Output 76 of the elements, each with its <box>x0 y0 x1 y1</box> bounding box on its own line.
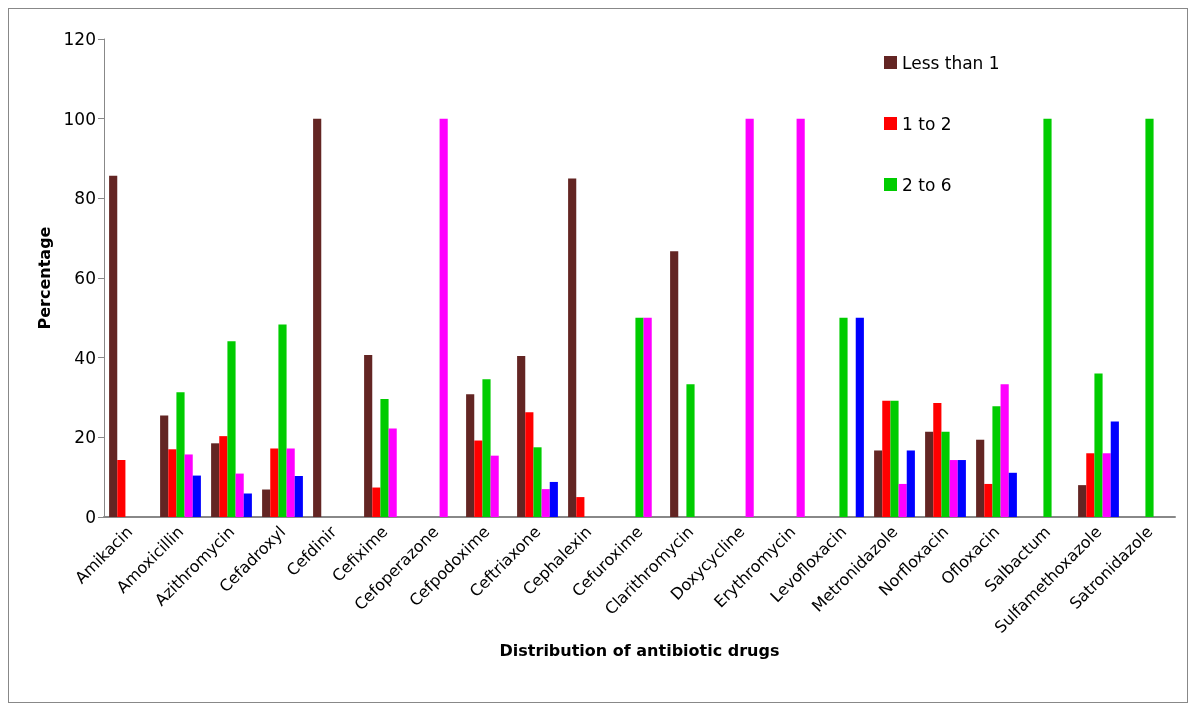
bar <box>517 356 526 517</box>
bar <box>839 317 848 517</box>
y-axis-title: Percentage <box>35 226 55 330</box>
bar <box>1086 453 1095 517</box>
bar <box>976 439 985 517</box>
bar <box>949 460 958 517</box>
bar <box>168 449 177 517</box>
bar <box>643 317 652 517</box>
bar <box>1094 373 1103 517</box>
bar <box>490 455 499 517</box>
bar <box>1145 118 1154 517</box>
bar <box>262 489 271 517</box>
bar <box>176 392 185 517</box>
bar <box>941 431 950 517</box>
y-tick-label: 40 <box>74 347 96 368</box>
bar <box>372 487 381 517</box>
bar <box>874 450 883 517</box>
bar <box>117 460 126 517</box>
bar <box>533 447 542 517</box>
bar <box>576 497 585 517</box>
bar <box>313 118 322 517</box>
bar <box>219 436 228 517</box>
y-tick-label: 100 <box>63 108 96 129</box>
bar <box>211 443 220 517</box>
bar <box>294 475 303 517</box>
bar <box>855 317 864 517</box>
bar <box>686 384 695 517</box>
bar <box>184 454 193 517</box>
y-tick-label: 120 <box>63 29 96 49</box>
bar <box>568 178 577 517</box>
bar <box>482 379 491 517</box>
bar <box>160 415 169 517</box>
bar <box>957 460 966 517</box>
bar <box>192 475 201 517</box>
y-tick-label: 20 <box>74 427 96 448</box>
bar <box>439 118 448 517</box>
bar <box>1078 485 1087 517</box>
bar <box>466 394 475 517</box>
bar <box>541 489 550 517</box>
bar <box>474 440 483 517</box>
legend-label: Less than 1 <box>902 52 1000 73</box>
bar <box>933 403 942 517</box>
bar <box>670 251 679 517</box>
bar <box>235 473 244 517</box>
bar <box>109 175 118 517</box>
bar <box>388 428 397 517</box>
bar <box>227 341 236 517</box>
bar <box>525 412 534 517</box>
bar <box>882 400 891 517</box>
y-tick-label: 0 <box>85 507 96 527</box>
bar <box>890 400 899 517</box>
bar <box>270 448 279 517</box>
bar <box>1110 421 1119 517</box>
bar <box>635 317 644 517</box>
bar <box>984 483 993 517</box>
bar <box>1000 384 1009 517</box>
bar <box>286 448 295 517</box>
x-axis-title: Distribution of antibiotic drugs <box>499 641 780 661</box>
legend-label: 2 to 6 <box>902 174 952 195</box>
bar <box>243 493 252 517</box>
bar <box>1043 118 1052 517</box>
bar <box>549 481 558 517</box>
bar <box>745 118 754 517</box>
bar <box>906 450 915 517</box>
legend-label: 1 to 2 <box>902 113 952 134</box>
bar <box>992 406 1001 517</box>
bar <box>898 483 907 517</box>
bar <box>364 354 373 517</box>
y-tick-label: 60 <box>74 268 96 288</box>
bar <box>796 118 805 517</box>
bar <box>380 399 389 517</box>
y-tick-label: 80 <box>74 188 96 209</box>
bar <box>925 431 934 517</box>
bar <box>1008 472 1017 517</box>
bar <box>278 324 287 517</box>
bar <box>1102 453 1111 517</box>
